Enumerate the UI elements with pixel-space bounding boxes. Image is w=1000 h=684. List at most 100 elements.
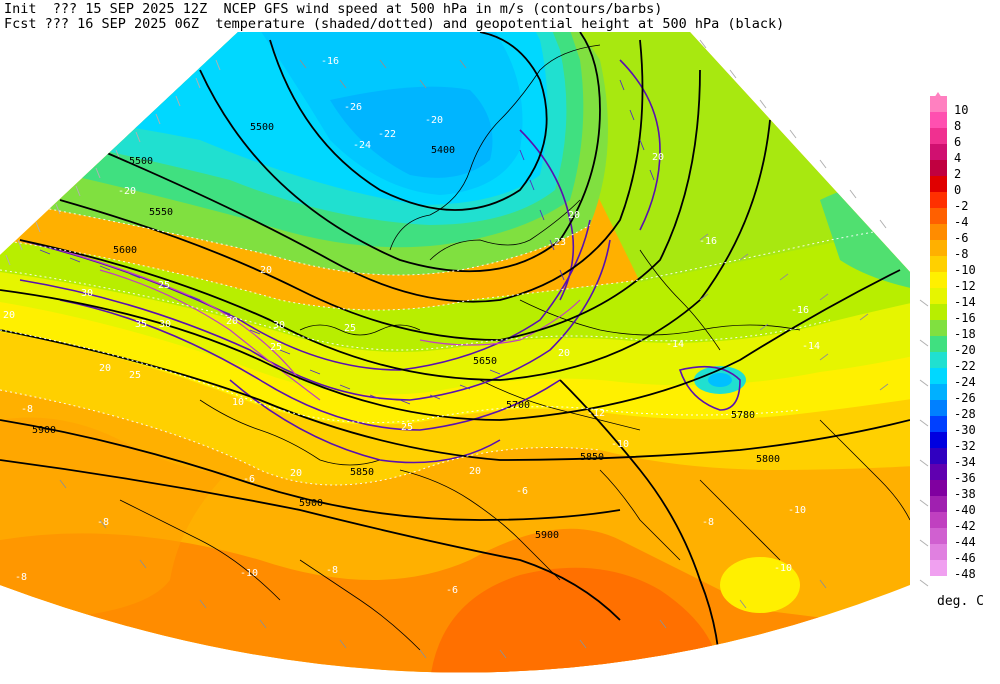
legend-entry: -30: [930, 416, 994, 436]
legend-swatch: [930, 256, 947, 272]
legend-swatch: [930, 528, 947, 544]
height-label: 5900: [535, 530, 559, 541]
legend-label: -26: [954, 391, 976, 405]
legend-label: -30: [954, 423, 976, 437]
height-label: 5850: [580, 452, 604, 463]
wind-speed-label: 20: [260, 265, 272, 276]
wind-speed-label: 20: [652, 152, 664, 163]
legend-entry: -40: [930, 496, 994, 516]
temperature-label: -6: [446, 585, 458, 596]
legend-label: -42: [954, 519, 976, 533]
legend-entry: -16: [930, 304, 994, 324]
legend-entry: -36: [930, 464, 994, 484]
outer-wind-barbs: [5, 39, 929, 587]
wind-speed-label: 20: [226, 316, 238, 327]
legend-swatch: [930, 192, 947, 208]
wind-speed-label: 25: [158, 280, 170, 291]
legend-entry: -10: [930, 256, 994, 276]
legend-swatch: [930, 320, 947, 336]
legend-entry: -44: [930, 528, 994, 548]
height-label: 5900: [32, 425, 56, 436]
temperature-label: -8: [15, 572, 27, 583]
temperature-label: -12: [587, 408, 605, 419]
legend-label: 0: [954, 183, 962, 197]
legend-swatch: [930, 288, 947, 304]
legend-swatch: [930, 224, 947, 240]
legend-entry: -34: [930, 448, 994, 468]
legend-unit: deg. C: [937, 594, 984, 609]
wind-speed-label: 30: [81, 288, 93, 299]
legend-swatch: [930, 400, 947, 416]
wind-speed-label: 20: [290, 468, 302, 479]
legend-entry: -28: [930, 400, 994, 420]
legend-label: -40: [954, 503, 976, 517]
legend-swatch: [930, 112, 947, 128]
legend-entry: -32: [930, 432, 994, 452]
temperature-label: -8: [326, 565, 338, 576]
legend-entry: -42: [930, 512, 994, 532]
map-labels: 5400 5500 5500 5550 5600 5650 5700 5750 …: [3, 56, 820, 596]
legend-label: -4: [954, 215, 969, 229]
background-wind-barbs: [59, 59, 889, 659]
temperature-label: -20: [118, 186, 136, 197]
wind-speed-label: 20: [469, 466, 481, 477]
legend-entry: -18: [930, 320, 994, 340]
height-label: 5500: [129, 156, 153, 167]
temperature-label: -16: [321, 56, 339, 67]
legend-swatch: [930, 352, 947, 368]
legend-entry: -22: [930, 352, 994, 372]
header-forecast-line: Fcst ??? 16 SEP 2025 06Z temperature (sh…: [4, 16, 785, 32]
legend-entry: 0: [930, 176, 994, 196]
legend-swatch: [930, 96, 947, 112]
legend-swatch: [930, 208, 947, 224]
temperature-label: -24: [353, 140, 371, 151]
legend-label: -36: [954, 471, 976, 485]
legend-entry: 6: [930, 128, 994, 148]
legend-label: -16: [954, 311, 976, 325]
temperature-label: -8: [97, 517, 109, 528]
temperature-label: -16: [791, 305, 809, 316]
legend-label: -28: [954, 407, 976, 421]
legend-label: -12: [954, 279, 976, 293]
wind-speed-label: 20: [568, 210, 580, 221]
wind-speed-label: 20: [558, 348, 570, 359]
wind-speed-label: 20: [3, 310, 15, 321]
legend-swatch: [930, 480, 947, 496]
height-label: 5780: [731, 410, 755, 421]
temperature-isotherms: [0, 199, 910, 486]
height-label: 5850: [350, 467, 374, 478]
height-contours: [0, 32, 910, 673]
legend-label: 8: [954, 119, 962, 133]
legend-entry: 2: [930, 160, 994, 180]
legend-label: 6: [954, 135, 962, 149]
wind-speed-label: 35: [135, 319, 147, 330]
wind-speed-label: 25: [129, 370, 141, 381]
legend-label: -18: [954, 327, 976, 341]
legend-label: -6: [954, 231, 969, 245]
legend-label: 10: [954, 103, 969, 117]
legend-swatch: [930, 160, 947, 176]
temperature-label: -10: [240, 568, 258, 579]
height-label: 5550: [149, 207, 173, 218]
temperature-label: -8: [702, 517, 714, 528]
legend-swatch: [930, 128, 947, 144]
wind-speed-label: 25: [344, 323, 356, 334]
legend-entry: -46: [930, 544, 994, 564]
temperature-label: -10: [774, 563, 792, 574]
legend-label: -22: [954, 359, 976, 373]
wind-speed-label: 10: [232, 397, 244, 408]
wind-speed-label: 30: [273, 320, 285, 331]
legend-entry: -38: [930, 480, 994, 500]
legend-swatch: [930, 304, 947, 320]
legend-entry: -24: [930, 368, 994, 388]
height-label: 5400: [431, 145, 455, 156]
legend-label: -44: [954, 535, 976, 549]
legend-label: -8: [954, 247, 969, 261]
legend-swatch: [930, 544, 947, 560]
legend-entry: -14: [930, 288, 994, 308]
temperature-label: -14: [802, 341, 820, 352]
temperature-label: -14: [666, 339, 684, 350]
temperature-label: -16: [699, 236, 717, 247]
legend-swatch: [930, 336, 947, 352]
